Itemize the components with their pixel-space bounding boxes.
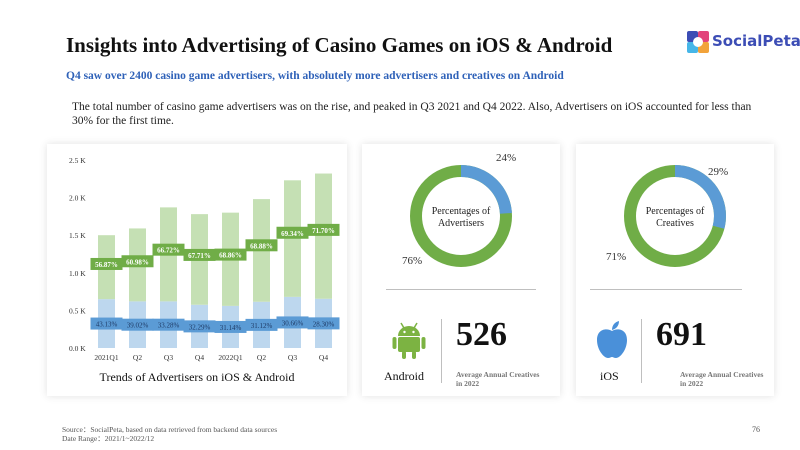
donut-center-line2: Creatives xyxy=(656,218,694,229)
y-tick-label: 1.5 K xyxy=(69,231,86,240)
android-data-label-bg xyxy=(152,243,185,256)
y-tick-label: 0.5 K xyxy=(69,306,86,315)
advertiser-trend-chart: 0.0 K 0.5 K 1.0 K 1.5 K 2.0 K 2.5 K 56.87% 43.1… xyxy=(69,156,340,362)
page-subtitle: Q4 saw over 2400 casino game advertisers… xyxy=(66,70,564,82)
ios-data-label: 30.66% xyxy=(282,319,304,327)
os-name: iOS xyxy=(600,369,619,383)
creatives-donut-chart xyxy=(624,165,726,267)
android-data-label-bg xyxy=(183,248,216,261)
android-data-label: 66.72% xyxy=(157,247,180,255)
android-data-label-bg xyxy=(307,223,340,236)
android-data-label-bg xyxy=(214,248,247,261)
ios-data-label-bg xyxy=(214,320,247,333)
x-tick-label: Q2 xyxy=(133,353,142,362)
average-creatives-label: Average Annual Creatives in 2022 xyxy=(680,370,763,388)
x-tick-label: Q4 xyxy=(195,353,204,362)
y-tick-label: 0.0 K xyxy=(69,344,86,353)
ios-data-label-bg xyxy=(276,316,309,329)
android-data-label: 69.34% xyxy=(281,230,304,238)
page-number: 76 xyxy=(752,425,760,434)
y-tick-label: 1.0 K xyxy=(69,269,86,278)
logo-text: SocialPeta xyxy=(712,32,800,50)
ios-data-label: 31.14% xyxy=(220,324,242,332)
vertical-divider xyxy=(641,319,642,383)
socialpeta-logo: SocialPeta xyxy=(686,28,800,56)
android-data-label: 68.88% xyxy=(250,242,273,250)
android-share-label: 71% xyxy=(606,251,627,263)
ios-data-label-bg xyxy=(90,317,123,330)
android-data-label: 71.70% xyxy=(312,227,335,235)
apple-icon xyxy=(597,321,627,358)
android-data-label-bg xyxy=(121,255,154,268)
socialpeta-logo-icon xyxy=(687,31,709,53)
x-tick-label: 2022Q1 xyxy=(218,353,242,362)
donut-center-label: Percentages of Advertisers xyxy=(362,206,560,230)
android-data-label: 60.98% xyxy=(126,258,149,266)
average-creatives-label-line1: Average Annual Creatives xyxy=(680,370,764,379)
ios-data-label-bg xyxy=(121,318,154,331)
source-note: Source：SocialPeta, based on data retriev… xyxy=(62,425,277,443)
ios-data-label: 33.28% xyxy=(158,322,180,330)
page-title: Insights into Advertising of Casino Game… xyxy=(66,33,613,57)
y-tick-label: 2.0 K xyxy=(69,194,86,203)
ios-data-label: 31.12% xyxy=(251,322,273,330)
ios-data-label: 43.13% xyxy=(96,321,118,329)
ios-card: Percentages of Creatives 29% 71% iOS 691… xyxy=(576,144,774,396)
android-data-label: 68.86% xyxy=(219,252,242,260)
average-creatives-label-line1: Average Annual Creatives xyxy=(456,370,540,379)
android-card: Percentages of Advertisers 24% 76% Andro… xyxy=(362,144,560,396)
y-tick-label: 2.5 K xyxy=(69,156,86,165)
ios-share-label: 29% xyxy=(708,166,729,178)
os-name: Android xyxy=(384,369,424,383)
android-icon xyxy=(392,322,426,359)
chart-title: Trends of Advertisers on iOS & Android xyxy=(99,370,295,384)
divider xyxy=(386,289,536,290)
donut-center-label: Percentages of Creatives xyxy=(576,206,774,230)
ios-data-label: 32.29% xyxy=(189,323,211,331)
x-tick-label: Q3 xyxy=(164,353,173,362)
ios-data-label: 39.02% xyxy=(127,322,149,330)
average-creatives-label-line2: in 2022 xyxy=(680,379,704,388)
divider xyxy=(590,289,742,290)
android-data-label-bg xyxy=(276,226,309,239)
average-creatives-number: 691 xyxy=(656,316,707,353)
donut-center-line2: Advertisers xyxy=(437,218,485,229)
description-text: The total number of casino game advertis… xyxy=(72,101,752,127)
android-data-label-bg xyxy=(90,257,123,270)
source-text: Source：SocialPeta, based on data retriev… xyxy=(62,425,278,434)
ios-slice xyxy=(624,165,726,267)
date-range-text: Date Range：2021/1~2022/12 xyxy=(62,434,155,443)
x-tick-label: Q2 xyxy=(257,353,266,362)
donut-center-line1: Percentages of xyxy=(645,206,705,217)
ios-data-label: 28.30% xyxy=(313,320,335,328)
android-share-label: 76% xyxy=(402,255,423,267)
advertisers-donut-chart xyxy=(410,165,512,267)
ios-data-label-bg xyxy=(307,317,340,330)
x-tick-label: Q4 xyxy=(319,353,328,362)
android-bar xyxy=(315,173,332,299)
android-data-label: 56.87% xyxy=(95,261,118,269)
vertical-divider xyxy=(441,319,442,383)
android-data-label-bg xyxy=(245,239,278,252)
ios-slice xyxy=(410,165,512,267)
ios-data-label-bg xyxy=(183,320,216,333)
x-tick-label: 2021Q1 xyxy=(94,353,118,362)
ios-data-label-bg xyxy=(245,318,278,331)
average-creatives-number: 526 xyxy=(456,316,507,353)
donut-center-line1: Percentages of xyxy=(431,206,491,217)
average-creatives-label: Average Annual Creatives in 2022 xyxy=(456,370,539,388)
average-creatives-label-line2: in 2022 xyxy=(456,379,480,388)
advertiser-trend-chart-card: 0.0 K 0.5 K 1.0 K 1.5 K 2.0 K 2.5 K 56.87% 43.1… xyxy=(47,144,347,396)
x-tick-label: Q3 xyxy=(288,353,297,362)
ios-data-label-bg xyxy=(152,318,185,331)
ios-share-label: 24% xyxy=(496,152,517,164)
android-data-label: 67.71% xyxy=(188,252,211,260)
